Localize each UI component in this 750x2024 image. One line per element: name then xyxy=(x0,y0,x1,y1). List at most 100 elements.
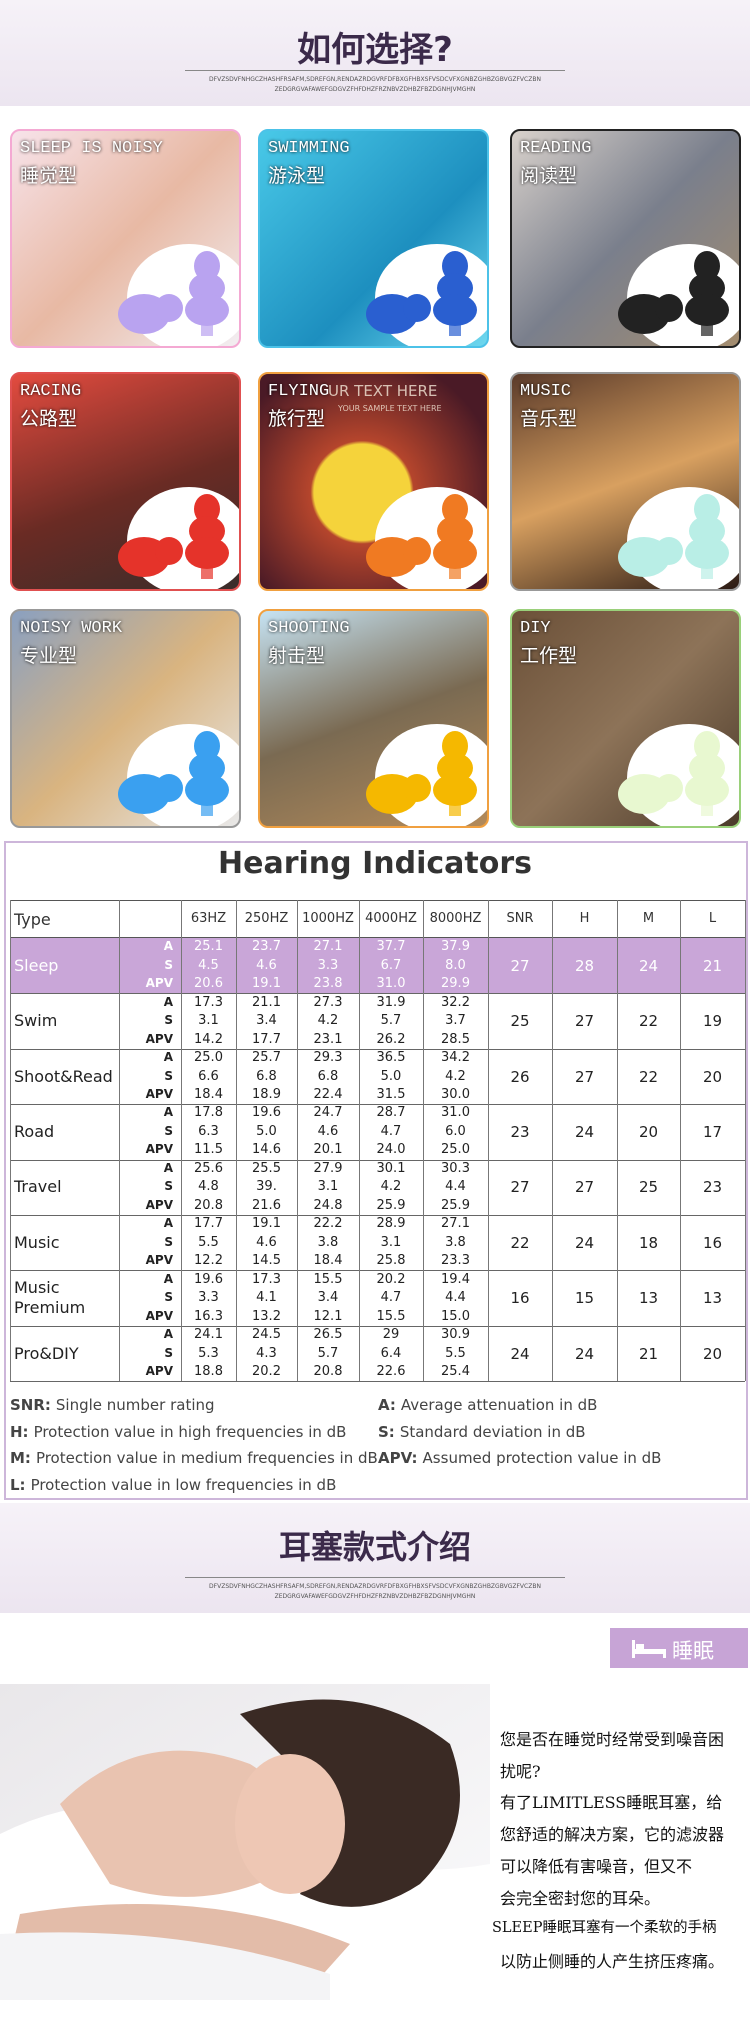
legend-item: APV: Assumed protection value in dB xyxy=(378,1449,661,1467)
cell-value: 3.1 xyxy=(198,1013,219,1029)
cell-value: 30.1 xyxy=(376,1160,406,1176)
cell-value: 20.6 xyxy=(194,976,223,992)
cell-value: 27.1 xyxy=(441,1216,470,1232)
cell-value: 25.9 xyxy=(441,1197,470,1213)
cell-value: 21.1 xyxy=(252,994,281,1010)
legend-item: S: Standard deviation in dB xyxy=(378,1423,586,1441)
cell-value: 15.5 xyxy=(376,1308,406,1324)
cell-value: 19.1 xyxy=(252,1216,281,1232)
divider xyxy=(185,1577,565,1578)
cell-value: 27.3 xyxy=(313,994,343,1010)
cell-value: 3.8 xyxy=(317,1234,339,1250)
card-label-zh: 音乐型 xyxy=(520,408,578,430)
legend-item: H: Protection value in high frequencies i… xyxy=(10,1423,346,1441)
legend-text: Protection value in medium frequencies i… xyxy=(35,1449,378,1467)
cell-value: 3.1 xyxy=(380,1234,402,1250)
cell-score: 24 xyxy=(574,1122,595,1141)
h-line xyxy=(10,937,745,938)
description-line: 您是否在睡觉时经常受到噪音困 xyxy=(500,1730,725,1749)
table-title: Hearing Indicators xyxy=(218,846,532,881)
card: NOISY WORK 专业型 xyxy=(10,609,241,828)
cell-value: 31.5 xyxy=(376,1086,406,1102)
cell-value: 24.7 xyxy=(313,1105,343,1121)
cell-score: 27 xyxy=(574,1178,595,1197)
cell-score: 24 xyxy=(574,1233,595,1252)
legend-term: M: xyxy=(10,1449,31,1467)
card: DIY 工作型 xyxy=(510,609,741,828)
sub-label: S xyxy=(164,1345,173,1360)
v-line xyxy=(423,900,424,1382)
cell-value: 34.2 xyxy=(441,1050,470,1066)
cell-value: 5.7 xyxy=(380,1013,402,1029)
earplug-image xyxy=(366,244,487,346)
cell-value: 25.1 xyxy=(194,939,223,955)
card-label-en: SLEEP IS NOISY xyxy=(20,139,163,158)
cell-value: 32.2 xyxy=(441,994,470,1010)
row-type: Music Premium xyxy=(14,1278,86,1318)
cell-value: 4.8 xyxy=(198,1179,219,1195)
cell-score: 16 xyxy=(510,1289,530,1308)
card: FLYING 旅行型 UR TEXT HERE YOUR SAMPLE TEXT HE… xyxy=(258,372,489,591)
earplug-image xyxy=(118,487,239,589)
cell-value: 37.7 xyxy=(376,939,406,955)
sub-label: S xyxy=(164,1234,173,1249)
card-label-zh: 工作型 xyxy=(520,645,578,667)
row-type: Pro&DIY xyxy=(14,1343,79,1363)
cell-score: 20 xyxy=(638,1122,659,1141)
cell-value: 17.3 xyxy=(194,994,223,1010)
cell-value: 14.2 xyxy=(194,1031,223,1047)
sub-label: APV xyxy=(145,1253,173,1268)
cell-value: 17.7 xyxy=(194,1216,223,1232)
cell-score: 22 xyxy=(510,1233,530,1252)
sub-label: S xyxy=(164,1290,173,1305)
cell-value: 25.0 xyxy=(194,1050,223,1066)
cell-value: 22.6 xyxy=(376,1363,406,1379)
cell-value: 23.7 xyxy=(252,939,281,955)
cell-value: 30.3 xyxy=(441,1160,470,1176)
v-line xyxy=(119,900,120,1382)
cell-value: 4.2 xyxy=(445,1068,466,1084)
cell-score: 25 xyxy=(638,1178,659,1197)
cell-value: 29 xyxy=(382,1327,400,1343)
col-header: 8000HZ xyxy=(429,911,482,926)
cell-value: 19.6 xyxy=(194,1271,223,1287)
cell-value: 19.4 xyxy=(441,1271,470,1287)
section-title: 耳塞款式介绍 xyxy=(278,1528,471,1566)
cell-value: 13.2 xyxy=(252,1308,281,1324)
card: MUSIC 音乐型 xyxy=(510,372,741,591)
card-label-en: SWIMMING xyxy=(268,139,350,158)
legend-term: SNR: xyxy=(10,1396,51,1414)
cell-value: 31.0 xyxy=(376,976,406,992)
cell-value: 18.9 xyxy=(252,1086,281,1102)
card: RACING 公路型 xyxy=(10,372,241,591)
legend-text: Protection value in high frequencies in … xyxy=(33,1422,347,1441)
cell-score: 27 xyxy=(574,1012,595,1031)
h-line xyxy=(10,1048,745,1050)
cell-value: 4.7 xyxy=(380,1290,402,1306)
cell-value: 24.5 xyxy=(252,1327,281,1343)
cell-value: 3.3 xyxy=(198,1290,219,1306)
cell-score: 27 xyxy=(510,956,530,975)
cell-value: 28.7 xyxy=(376,1105,406,1121)
cell-value: 30.9 xyxy=(441,1327,470,1343)
legend-term: S: xyxy=(378,1422,395,1441)
card-label-zh: 睡觉型 xyxy=(20,165,78,187)
cell-value: 23.8 xyxy=(313,976,343,992)
card-label-zh: 阅读型 xyxy=(520,165,578,187)
cell-value: 4.7 xyxy=(380,1123,402,1139)
cell-value: 5.5 xyxy=(445,1345,466,1361)
col-header: M xyxy=(642,911,655,926)
cell-value: 23.3 xyxy=(441,1253,470,1269)
legend-text: Protection value in low frequencies in d… xyxy=(30,1475,337,1494)
cell-score: 24 xyxy=(510,1344,530,1363)
cell-value: 6.4 xyxy=(380,1345,402,1361)
v-line xyxy=(680,900,681,1382)
cell-score: 24 xyxy=(638,956,659,975)
cell-value: 16.3 xyxy=(194,1308,223,1324)
header-title: 如何选择? xyxy=(297,30,453,70)
cell-value: 3.8 xyxy=(445,1234,466,1250)
description-line: 扰呢? xyxy=(500,1762,541,1781)
cell-value: 4.1 xyxy=(256,1290,277,1306)
cell-score: 15 xyxy=(574,1289,595,1308)
